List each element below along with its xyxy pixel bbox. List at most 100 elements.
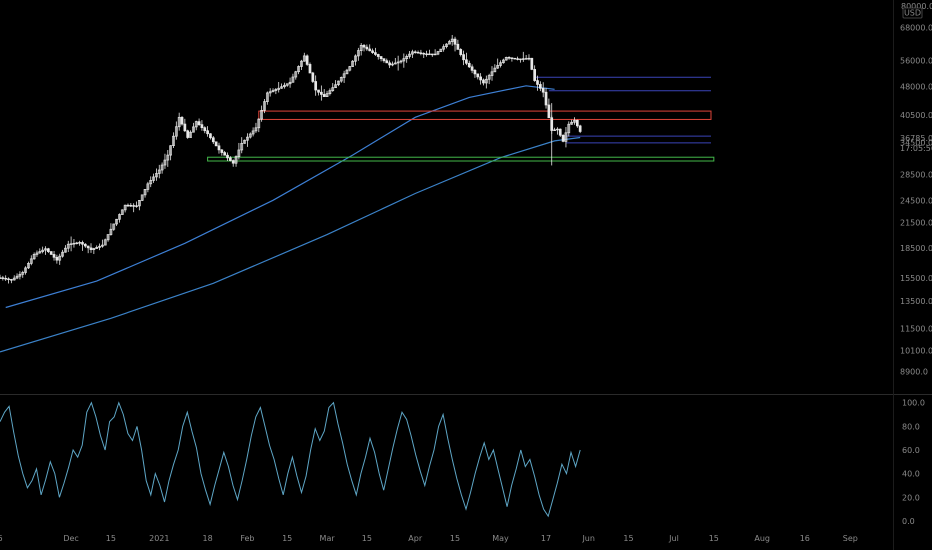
candle-body — [371, 50, 374, 53]
candle-body — [524, 58, 528, 60]
candle-body — [132, 205, 136, 207]
price-tick-label: 40500.0 — [900, 111, 932, 120]
candle-body — [399, 60, 403, 63]
candle-body — [166, 154, 170, 161]
candle-body — [29, 258, 33, 264]
candle-body — [553, 129, 556, 131]
candle-body — [277, 87, 281, 90]
candle-body — [183, 123, 187, 132]
candle-body — [263, 101, 266, 111]
oscillator-pane[interactable] — [0, 401, 581, 518]
candle-body — [260, 110, 263, 120]
candle-body — [533, 69, 537, 81]
candle-body — [129, 205, 133, 207]
candle-body — [240, 142, 244, 151]
countdown-value: 17:05:56 — [900, 144, 932, 153]
candle-body — [430, 53, 434, 56]
time-tick-label: Jun — [581, 534, 595, 543]
price-tick-label: 56000.0 — [900, 56, 932, 65]
candle-body — [334, 84, 337, 89]
candle-body — [265, 92, 269, 102]
candle-body — [442, 46, 446, 50]
candle-body — [55, 256, 59, 261]
candle-body — [445, 43, 448, 47]
candle-body — [223, 152, 227, 156]
oscillator-axis[interactable]: 100.0 80.0 60.0 40.0 20.0 0.0 — [902, 399, 925, 526]
candle-body — [143, 189, 147, 196]
candle-body — [24, 267, 27, 273]
candle-body — [186, 130, 190, 138]
candle-body — [274, 89, 278, 91]
candle-body — [490, 71, 494, 76]
price-tick-label: 11500.0 — [900, 324, 932, 333]
time-tick-label: Jul — [668, 534, 679, 543]
ma-fast-line — [5, 85, 555, 309]
candle-body — [203, 127, 207, 132]
candle-body — [248, 133, 252, 138]
candle-body — [112, 223, 116, 230]
candle-body — [356, 50, 360, 57]
time-tick-label: 6 — [0, 534, 3, 543]
candle-body — [450, 38, 454, 42]
time-tick-label: 16 — [800, 534, 810, 543]
candle-body — [15, 275, 19, 279]
candle-body — [419, 52, 423, 54]
candle-body — [317, 89, 320, 93]
candle-body — [152, 176, 155, 181]
time-tick-label: 15 — [106, 534, 116, 543]
candle-body — [368, 48, 372, 52]
currency-label: USD — [904, 9, 921, 18]
candle-body — [556, 128, 559, 131]
candle-body — [354, 55, 357, 62]
oscillator-tick-label: 40.0 — [902, 470, 920, 479]
oscillator-line — [0, 401, 581, 518]
oscillator-path — [0, 401, 581, 518]
price-pane[interactable] — [0, 34, 715, 353]
candle-body — [331, 87, 335, 92]
candle-body — [4, 277, 8, 280]
candle-body — [174, 126, 178, 137]
candle-body — [376, 54, 380, 57]
candle-body — [69, 243, 73, 245]
candle-body — [388, 62, 391, 66]
candle-body — [507, 57, 511, 59]
candle-body — [46, 248, 50, 252]
candle-body — [459, 49, 463, 55]
candle-body — [135, 205, 138, 207]
candle-body — [254, 127, 258, 132]
candle-body — [436, 51, 440, 55]
candle-body — [280, 86, 283, 89]
candle-body — [271, 90, 275, 93]
time-tick-label: 15 — [709, 534, 719, 543]
candle-body — [499, 62, 502, 66]
candle-body — [365, 46, 369, 50]
currency-badge[interactable]: USD — [902, 7, 923, 19]
candle-body — [322, 94, 326, 97]
candle-body — [52, 254, 56, 258]
candle-body — [408, 53, 411, 57]
candle-body — [268, 91, 272, 94]
candle-body — [328, 90, 332, 94]
price-axis[interactable]: 68000.0 56000.0 48000.0 40500.0 34500.0 28500… — [900, 24, 932, 377]
candle-body — [439, 48, 443, 52]
candle-body — [21, 272, 25, 275]
candle-body — [106, 234, 110, 241]
time-axis[interactable]: 6 Dec 15 2021 18 Feb 15 Mar 15 Apr 15 May 17 Jun 15 Jul… — [0, 534, 858, 543]
candles — [0, 34, 582, 284]
candle-body — [237, 149, 241, 157]
candle-body — [257, 118, 261, 129]
candle-body — [484, 78, 488, 84]
candle-body — [78, 242, 81, 244]
candle-body — [476, 73, 480, 78]
price-box: 80000.0 — [901, 2, 932, 11]
candle-body — [197, 121, 201, 125]
candle-body — [44, 248, 47, 251]
candle-body — [172, 135, 175, 146]
candle-body — [359, 44, 363, 51]
candle-body — [163, 159, 167, 166]
candle-body — [578, 125, 582, 132]
candle-body — [214, 141, 218, 147]
price-tick-label: 24500.0 — [900, 196, 932, 205]
candle-body — [504, 57, 508, 61]
